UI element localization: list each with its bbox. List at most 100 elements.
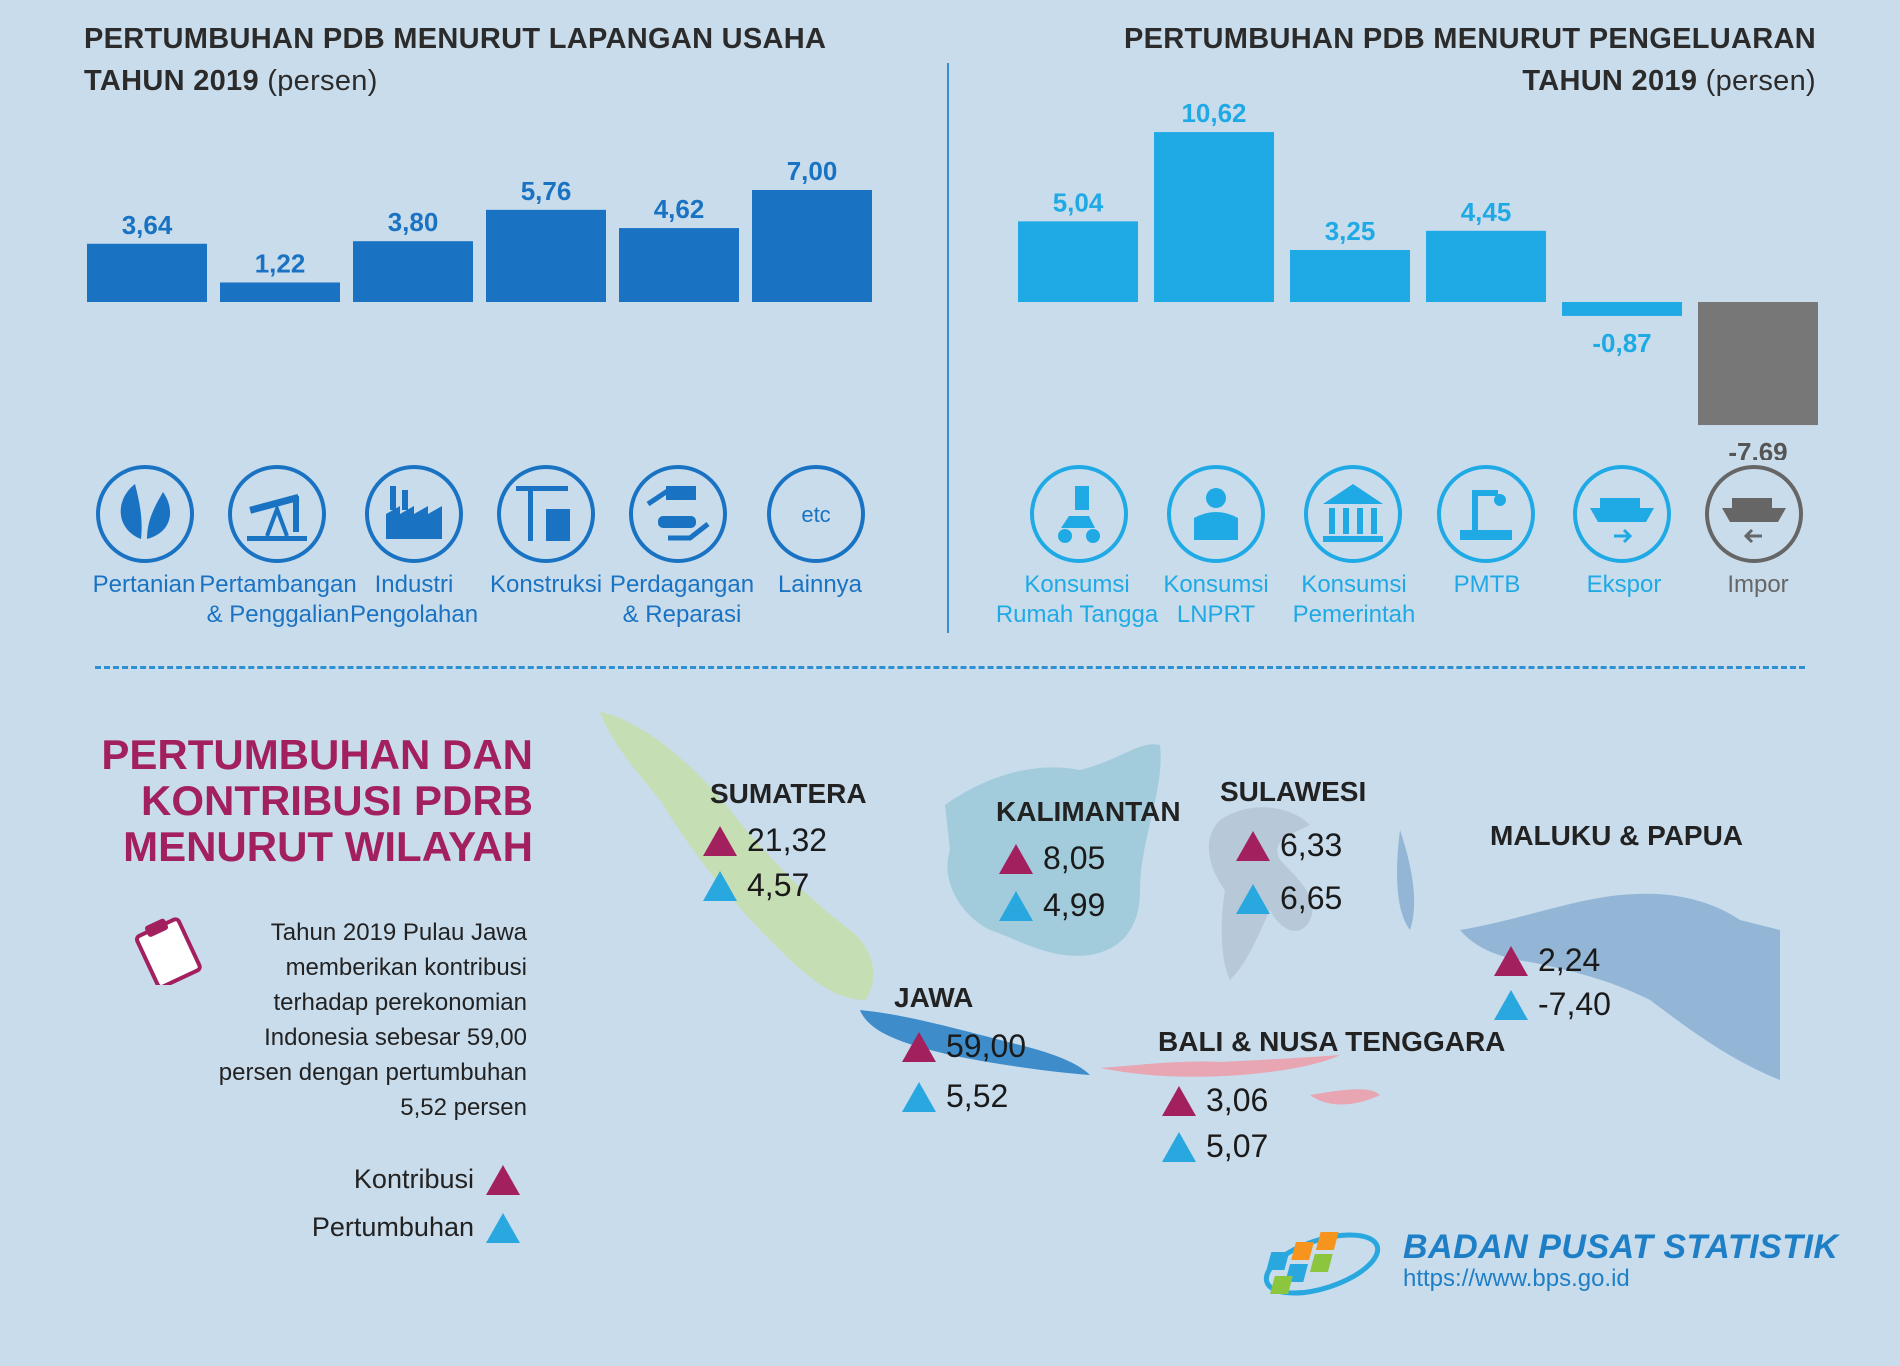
growth-triangle-icon [902, 1081, 936, 1112]
right-title-year: TAHUN 2019 [1522, 65, 1698, 97]
bps-logo-icon [1263, 1232, 1381, 1296]
legend-kontribusi-label: Kontribusi [353, 1164, 474, 1194]
leaf-icon [96, 465, 194, 563]
right-title-line2: TAHUN 2019 (persen) [1124, 60, 1816, 102]
legend-pertumbuhan-label: Pertumbuhan [311, 1212, 474, 1242]
region-name-bali-nusa-tenggara: BALI & NUSA TENGGARA [1158, 1026, 1506, 1057]
region-kontribusi-value: 3,06 [1206, 1082, 1269, 1118]
label-pmtb: PMTB [1453, 571, 1521, 598]
region-kontribusi-jawa: 59,00 [902, 1028, 1026, 1065]
indonesia-map [600, 712, 1780, 1105]
trade-hands-icon [629, 465, 727, 563]
region-kontribusi-value: 8,05 [1043, 840, 1106, 876]
region-pertumbuhan-value: 6,65 [1280, 880, 1343, 916]
pdrb-description: Tahun 2019 Pulau Jawa memberikan kontrib… [218, 919, 527, 1121]
bps-url[interactable]: https://www.bps.go.id [1403, 1265, 1630, 1292]
left-bar-value-label-3: 5,76 [521, 176, 572, 206]
growth-triangle-icon [486, 1212, 520, 1243]
region-pertumbuhan-value: 5,07 [1206, 1128, 1269, 1164]
region-kontribusi-bali-nusa-tenggara: 3,06 [1162, 1082, 1268, 1119]
clipboard-icon [134, 917, 202, 985]
label-ekspor: Ekspor [1586, 571, 1662, 598]
region-pertumbuhan-value: 4,99 [1043, 887, 1106, 923]
export-ship-icon [1573, 465, 1671, 563]
region-kontribusi-maluku-papua: 2,24 [1494, 942, 1600, 979]
crane-icon [497, 465, 595, 563]
label-konstruksi: Konstruksi [489, 571, 603, 598]
region-pertumbuhan-kalimantan: 4,99 [999, 887, 1105, 924]
right-bar-1 [1154, 132, 1274, 302]
oil-pump-icon [228, 465, 326, 563]
vertical-divider [947, 63, 949, 633]
right-bar-value-label-5: -7,69 [1728, 437, 1787, 460]
left-bar-value-label-1: 1,22 [255, 248, 306, 278]
right-bar-2 [1290, 250, 1410, 302]
right-bar-4 [1562, 302, 1682, 316]
factory-icon [365, 465, 463, 563]
region-kontribusi-kalimantan: 8,05 [999, 840, 1105, 877]
legend-pertumbuhan: Pertumbuhan [312, 1212, 520, 1243]
left-bar-1 [220, 282, 340, 302]
left-bar-5 [752, 190, 872, 302]
right-bar-value-label-0: 5,04 [1053, 187, 1104, 217]
person-icon [1167, 465, 1265, 563]
map-jawa [860, 1010, 1090, 1075]
left-bar-value-label-0: 3,64 [122, 210, 173, 240]
left-title-unit: (persen) [258, 65, 378, 97]
bps-org-name: BADAN PUSAT STATISTIK [1403, 1228, 1839, 1266]
household-icon [1030, 465, 1128, 563]
right-bar-3 [1426, 230, 1546, 302]
left-bar-value-label-5: 7,00 [787, 156, 838, 186]
etc-icon: etc [767, 465, 865, 563]
region-pertumbuhan-value: 4,57 [747, 867, 810, 903]
map-maluku-papua [1397, 830, 1780, 1080]
right-bar-value-label-1: 10,62 [1181, 98, 1246, 128]
contribution-triangle-icon [486, 1164, 520, 1195]
growth-triangle-icon [703, 870, 737, 901]
left-bar-4 [619, 228, 739, 302]
region-name-jawa: JAWA [894, 982, 974, 1013]
right-title-unit: (persen) [1697, 65, 1816, 97]
contribution-triangle-icon [1162, 1085, 1196, 1116]
label-konsumsi-pemerintah: Konsumsi Pemerintah [1292, 571, 1416, 628]
left-bar-0 [87, 243, 207, 302]
region-name-sumatera: SUMATERA [710, 778, 867, 809]
label-konsumsi-rumah-tangga: Konsumsi Rumah Tangga [995, 571, 1159, 628]
machine-icon [1437, 465, 1535, 563]
region-pertumbuhan-jawa: 5,52 [902, 1078, 1008, 1115]
left-bar-value-label-2: 3,80 [388, 207, 439, 237]
region-kontribusi-sulawesi: 6,33 [1236, 827, 1342, 864]
left-title-line2: TAHUN 2019 (persen) [84, 60, 826, 102]
right-bar-0 [1018, 221, 1138, 302]
label-impor: Impor [1727, 571, 1789, 598]
region-pertumbuhan-value: -7,40 [1538, 986, 1611, 1022]
bar-charts: 3,64 1,22 3,80 5,76 4,62 7,00 5,04 10,62 3,25 4,4… [87, 98, 1818, 460]
right-bar-value-label-4: -0,87 [1592, 328, 1651, 358]
growth-triangle-icon [1236, 883, 1270, 914]
growth-triangle-icon [999, 890, 1033, 921]
label-konsumsi-lnprt: Konsumsi LNPRT [1163, 571, 1269, 628]
region-kontribusi-value: 21,32 [747, 822, 828, 858]
region-pertumbuhan-value: 5,52 [946, 1078, 1009, 1114]
label-lainnya: Lainnya [777, 571, 863, 598]
legend-kontribusi: Kontribusi [354, 1164, 520, 1195]
pdrb-section-title: PERTUMBUHAN DAN KONTRIBUSI PDRB MENURUT … [101, 731, 533, 870]
region-pertumbuhan-sumatera: 4,57 [703, 867, 809, 904]
growth-triangle-icon [1494, 989, 1528, 1020]
etc-icon-text: etc [801, 502, 830, 527]
right-title-line1: PERTUMBUHAN PDB MENURUT PENGELUARAN [1124, 23, 1816, 55]
region-kontribusi-value: 6,33 [1280, 827, 1343, 863]
region-pertumbuhan-maluku-papua: -7,40 [1494, 986, 1611, 1023]
left-bar-2 [353, 241, 473, 302]
contribution-triangle-icon [703, 825, 737, 856]
region-pertumbuhan-sulawesi: 6,65 [1236, 880, 1342, 917]
region-kontribusi-sumatera: 21,32 [703, 822, 827, 859]
dashed-divider [95, 666, 1805, 669]
label-perdagangan: Perdagangan & Reparasi [609, 571, 755, 628]
right-bar-value-label-2: 3,25 [1325, 216, 1376, 246]
contribution-triangle-icon [999, 843, 1033, 874]
contribution-triangle-icon [902, 1031, 936, 1062]
right-bar-5 [1698, 302, 1818, 426]
region-name-maluku-papua: MALUKU & PAPUA [1490, 820, 1744, 851]
import-ship-icon [1705, 465, 1803, 563]
